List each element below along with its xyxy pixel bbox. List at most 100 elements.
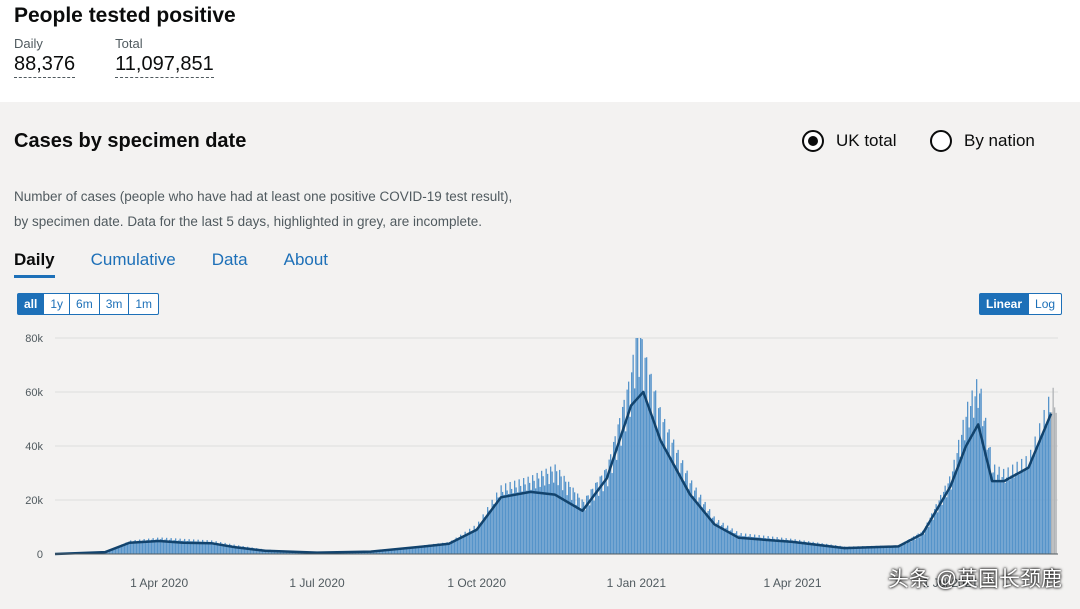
daily-bar	[181, 540, 183, 554]
daily-bar	[914, 539, 916, 554]
scale-log-button[interactable]: Log	[1035, 297, 1056, 311]
daily-bar	[232, 545, 234, 554]
daily-bar	[791, 540, 793, 554]
daily-bar	[250, 548, 252, 554]
daily-bar	[451, 540, 453, 554]
range-1m-button[interactable]: 1m	[135, 297, 153, 311]
daily-bar	[646, 357, 648, 554]
daily-bar	[562, 490, 564, 554]
radio-checked-icon[interactable]	[802, 130, 824, 152]
daily-bar	[463, 535, 465, 554]
daily-bar	[179, 538, 181, 554]
scale-linear-button[interactable]: Linear	[980, 294, 1030, 314]
tab-about[interactable]: About	[283, 250, 329, 269]
daily-bar	[638, 376, 640, 554]
daily-bar	[668, 429, 670, 554]
daily-bar	[226, 544, 228, 554]
daily-bar	[523, 477, 525, 554]
daily-bar	[418, 546, 420, 554]
daily-bar	[376, 551, 378, 554]
daily-bar	[508, 493, 510, 554]
tab-daily[interactable]: Daily	[14, 250, 55, 278]
daily-bar	[190, 541, 192, 554]
range-all-button[interactable]: all	[18, 294, 45, 314]
daily-bar	[407, 548, 409, 554]
daily-bar	[551, 471, 553, 554]
daily-bar	[454, 540, 456, 554]
daily-bar	[221, 543, 223, 554]
daily-bar	[500, 485, 502, 554]
daily-bar	[575, 504, 577, 554]
daily-bar	[797, 542, 799, 554]
daily-bar	[605, 468, 607, 554]
daily-bar	[253, 548, 255, 554]
daily-bar	[685, 473, 687, 554]
daily-bar	[923, 534, 925, 554]
daily-bar	[235, 545, 237, 554]
daily-bar	[598, 495, 600, 554]
daily-bar	[740, 533, 742, 554]
daily-bar	[479, 523, 481, 554]
range-1y-button[interactable]: 1y	[44, 294, 71, 314]
tab-cumulative[interactable]: Cumulative	[90, 250, 176, 269]
daily-bar	[926, 522, 928, 554]
daily-bar	[515, 487, 517, 554]
daily-bar	[607, 486, 609, 554]
daily-bar	[722, 522, 724, 554]
daily-bar	[553, 482, 555, 554]
radio-unchecked-icon[interactable]	[930, 130, 952, 152]
daily-bar	[118, 547, 120, 554]
daily-bar	[631, 372, 633, 554]
daily-bar	[697, 501, 699, 554]
daily-bar	[587, 495, 589, 554]
daily-bar	[779, 539, 781, 554]
daily-bar	[439, 544, 441, 554]
daily-bar	[943, 491, 945, 554]
daily-bar	[460, 534, 462, 554]
daily-bar	[782, 539, 784, 554]
daily-bar	[1006, 477, 1008, 554]
daily-bar	[1051, 412, 1053, 554]
daily-bar	[688, 489, 690, 554]
daily-bar	[622, 406, 624, 554]
daily-bar	[937, 512, 939, 554]
daily-bar	[844, 546, 846, 554]
daily-bar	[386, 549, 388, 554]
daily-bar	[710, 518, 712, 554]
range-3m-button[interactable]: 3m	[100, 294, 130, 314]
daily-bar	[476, 527, 478, 554]
daily-bar	[188, 539, 190, 554]
daily-bar	[548, 484, 550, 554]
daily-value[interactable]: 88,376	[14, 53, 76, 78]
daily-bar	[467, 532, 469, 554]
tab-data[interactable]: Data	[211, 250, 248, 269]
range-6m-button[interactable]: 6m	[70, 294, 100, 314]
daily-bar	[593, 500, 595, 554]
daily-bar	[763, 535, 765, 554]
total-value[interactable]: 11,097,851	[115, 53, 214, 78]
daily-bar	[391, 549, 393, 554]
daily-bar	[1030, 449, 1032, 554]
daily-bar	[929, 517, 931, 554]
daily-bar	[613, 441, 615, 554]
daily-bar	[991, 473, 993, 554]
daily-bar	[602, 491, 604, 554]
daily-bar	[422, 545, 424, 554]
daily-bar	[1015, 473, 1017, 554]
daily-bar	[650, 373, 652, 554]
daily-bar	[437, 543, 439, 554]
daily-bar	[853, 546, 855, 554]
daily-bar	[143, 539, 145, 554]
daily-label: Daily	[14, 36, 43, 51]
daily-bar	[752, 536, 754, 554]
daily-bar	[167, 540, 169, 554]
daily-bar	[140, 541, 142, 554]
daily-bar	[656, 429, 658, 554]
radio-by-nation[interactable]: By nation	[930, 130, 1035, 152]
daily-bar	[709, 509, 711, 554]
daily-bar	[721, 525, 723, 554]
daily-bar	[176, 540, 178, 554]
daily-bar	[935, 504, 937, 554]
daily-bar	[754, 534, 756, 554]
radio-uk-total[interactable]: UK total	[802, 130, 896, 152]
